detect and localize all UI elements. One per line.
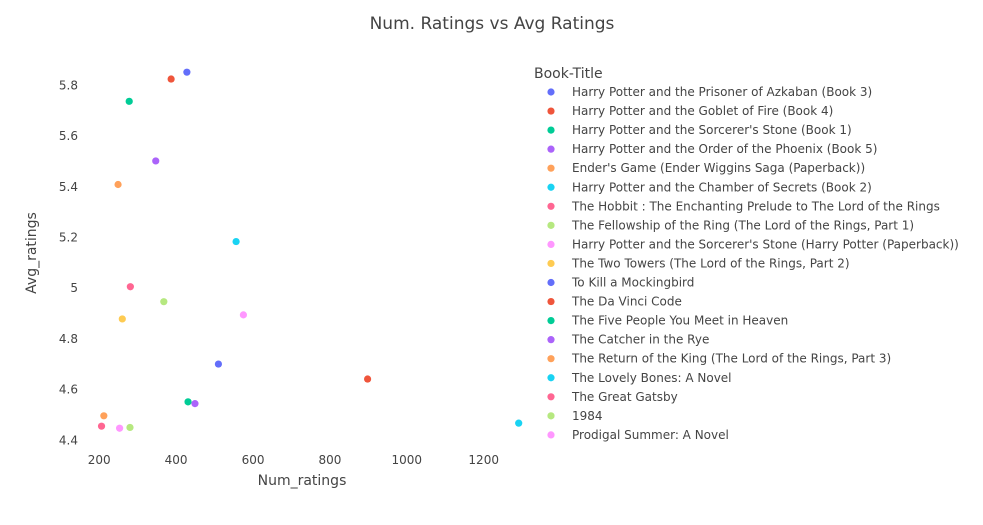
legend-label: 1984 bbox=[572, 409, 603, 423]
legend-item[interactable]: The Great Gatsby bbox=[547, 390, 678, 404]
legend-marker bbox=[547, 145, 555, 153]
data-point-9[interactable] bbox=[239, 311, 248, 319]
data-point-17[interactable] bbox=[97, 422, 106, 430]
legend-marker bbox=[547, 107, 555, 115]
y-tick-label: 4.6 bbox=[59, 383, 78, 397]
legend-marker bbox=[547, 317, 555, 325]
x-axis-label: Num_ratings bbox=[258, 473, 347, 489]
legend-marker bbox=[547, 431, 555, 439]
data-point-19[interactable] bbox=[116, 424, 124, 432]
legend-item[interactable]: The Lovely Bones: A Novel bbox=[547, 371, 732, 385]
legend-label: Prodigal Summer: A Novel bbox=[572, 428, 729, 442]
legend-item[interactable]: Prodigal Summer: A Novel bbox=[547, 428, 729, 442]
data-point-8[interactable] bbox=[160, 298, 168, 306]
legend-marker bbox=[547, 393, 555, 401]
data-point-11[interactable] bbox=[214, 360, 223, 368]
legend-item[interactable]: The Two Towers (The Lord of the Rings, P… bbox=[547, 256, 850, 270]
legend-label: Ender's Game (Ender Wiggins Saga (Paperb… bbox=[572, 161, 865, 175]
legend-title: Book-Title bbox=[534, 66, 603, 82]
legend-marker bbox=[547, 374, 555, 382]
plot-area bbox=[97, 68, 523, 432]
legend-marker bbox=[547, 297, 555, 306]
chart-title: Num. Ratings vs Avg Ratings bbox=[370, 14, 615, 34]
x-tick-label: 800 bbox=[318, 453, 341, 467]
data-point-1[interactable] bbox=[183, 68, 191, 76]
y-axis-label: Avg_ratings bbox=[24, 212, 40, 294]
y-tick-label: 5 bbox=[70, 281, 78, 295]
data-point-4[interactable] bbox=[152, 157, 160, 165]
legend-label: Harry Potter and the Prisoner of Azkaban… bbox=[572, 85, 872, 99]
legend-label: The Hobbit : The Enchanting Prelude to T… bbox=[571, 199, 940, 213]
legend-marker bbox=[547, 412, 555, 420]
legend-item[interactable]: The Five People You Meet in Heaven bbox=[547, 314, 788, 328]
legend-label: Harry Potter and the Chamber of Secrets … bbox=[572, 180, 872, 194]
x-tick-label: 600 bbox=[242, 453, 265, 467]
legend-label: The Five People You Meet in Heaven bbox=[571, 314, 788, 328]
data-point-16[interactable] bbox=[515, 419, 523, 427]
x-tick-label: 1000 bbox=[392, 453, 423, 467]
legend-item[interactable]: The Catcher in the Rye bbox=[547, 333, 709, 347]
legend-marker bbox=[547, 355, 555, 363]
y-tick-label: 5.2 bbox=[59, 231, 78, 245]
legend-label: Harry Potter and the Order of the Phoeni… bbox=[572, 142, 877, 156]
y-tick-label: 5.4 bbox=[59, 180, 78, 194]
legend-item[interactable]: Harry Potter and the Sorcerer's Stone (B… bbox=[547, 123, 852, 137]
data-point-5[interactable] bbox=[114, 180, 122, 189]
legend-item[interactable]: Harry Potter and the Prisoner of Azkaban… bbox=[547, 85, 872, 99]
y-tick-label: 4.4 bbox=[59, 433, 78, 447]
legend-label: The Return of the King (The Lord of the … bbox=[571, 352, 891, 366]
legend-label: The Lovely Bones: A Novel bbox=[571, 371, 732, 385]
legend-label: The Fellowship of the Ring (The Lord of … bbox=[571, 218, 914, 232]
legend-label: Harry Potter and the Sorcerer's Stone (B… bbox=[572, 123, 852, 137]
legend-item[interactable]: Harry Potter and the Sorcerer's Stone (H… bbox=[547, 237, 959, 251]
legend-marker bbox=[547, 126, 555, 134]
legend-label: The Da Vinci Code bbox=[571, 295, 682, 309]
legend-item[interactable]: Harry Potter and the Goblet of Fire (Boo… bbox=[547, 104, 833, 118]
y-tick-label: 5.6 bbox=[59, 129, 78, 143]
x-tick-label: 200 bbox=[88, 453, 111, 467]
data-point-14[interactable] bbox=[191, 400, 199, 408]
y-tick-label: 4.8 bbox=[59, 332, 78, 346]
y-tick-label: 5.8 bbox=[59, 78, 78, 92]
x-axis-ticks: 200 400 600 800 1000 1200 bbox=[88, 453, 499, 467]
legend-item[interactable]: The Hobbit : The Enchanting Prelude to T… bbox=[547, 199, 940, 213]
x-tick-label: 400 bbox=[165, 453, 188, 467]
legend-item[interactable]: To Kill a Mockingbird bbox=[547, 276, 694, 290]
legend-marker bbox=[547, 278, 555, 287]
legend-label: The Two Towers (The Lord of the Rings, P… bbox=[571, 256, 850, 270]
legend-item[interactable]: Harry Potter and the Chamber of Secrets … bbox=[547, 180, 872, 194]
y-axis-ticks: 4.4 4.6 4.8 5 5.2 5.4 5.6 5.8 bbox=[59, 78, 78, 447]
data-point-15[interactable] bbox=[100, 412, 108, 420]
data-point-10[interactable] bbox=[118, 315, 126, 323]
legend-label: To Kill a Mockingbird bbox=[571, 276, 694, 290]
data-point-7[interactable] bbox=[126, 283, 134, 291]
data-point-2[interactable] bbox=[167, 75, 175, 83]
legend-marker bbox=[547, 259, 555, 268]
legend: Book-Title Harry Potter and the Prisoner… bbox=[534, 66, 959, 442]
legend-item[interactable]: The Return of the King (The Lord of the … bbox=[547, 352, 891, 366]
legend-label: The Catcher in the Rye bbox=[571, 333, 709, 347]
legend-marker bbox=[547, 183, 555, 191]
legend-label: The Great Gatsby bbox=[571, 390, 678, 404]
legend-item[interactable]: 1984 bbox=[547, 409, 603, 423]
data-point-6[interactable] bbox=[232, 237, 240, 246]
legend-marker bbox=[547, 221, 555, 229]
legend-marker bbox=[547, 336, 555, 344]
data-point-12[interactable] bbox=[363, 375, 372, 383]
legend-marker bbox=[547, 240, 555, 248]
legend-item[interactable]: The Da Vinci Code bbox=[547, 295, 682, 309]
legend-marker bbox=[547, 164, 555, 172]
legend-item[interactable]: Ender's Game (Ender Wiggins Saga (Paperb… bbox=[547, 161, 865, 175]
legend-label: Harry Potter and the Sorcerer's Stone (H… bbox=[572, 237, 959, 251]
data-point-18[interactable] bbox=[126, 423, 134, 432]
legend-label: Harry Potter and the Goblet of Fire (Boo… bbox=[572, 104, 833, 118]
data-point-3[interactable] bbox=[125, 97, 133, 105]
legend-marker bbox=[547, 88, 555, 96]
data-point-13[interactable] bbox=[184, 398, 192, 406]
legend-item[interactable]: The Fellowship of the Ring (The Lord of … bbox=[547, 218, 914, 232]
legend-item[interactable]: Harry Potter and the Order of the Phoeni… bbox=[547, 142, 877, 156]
legend-marker bbox=[547, 202, 555, 210]
x-tick-label: 1200 bbox=[468, 453, 499, 467]
